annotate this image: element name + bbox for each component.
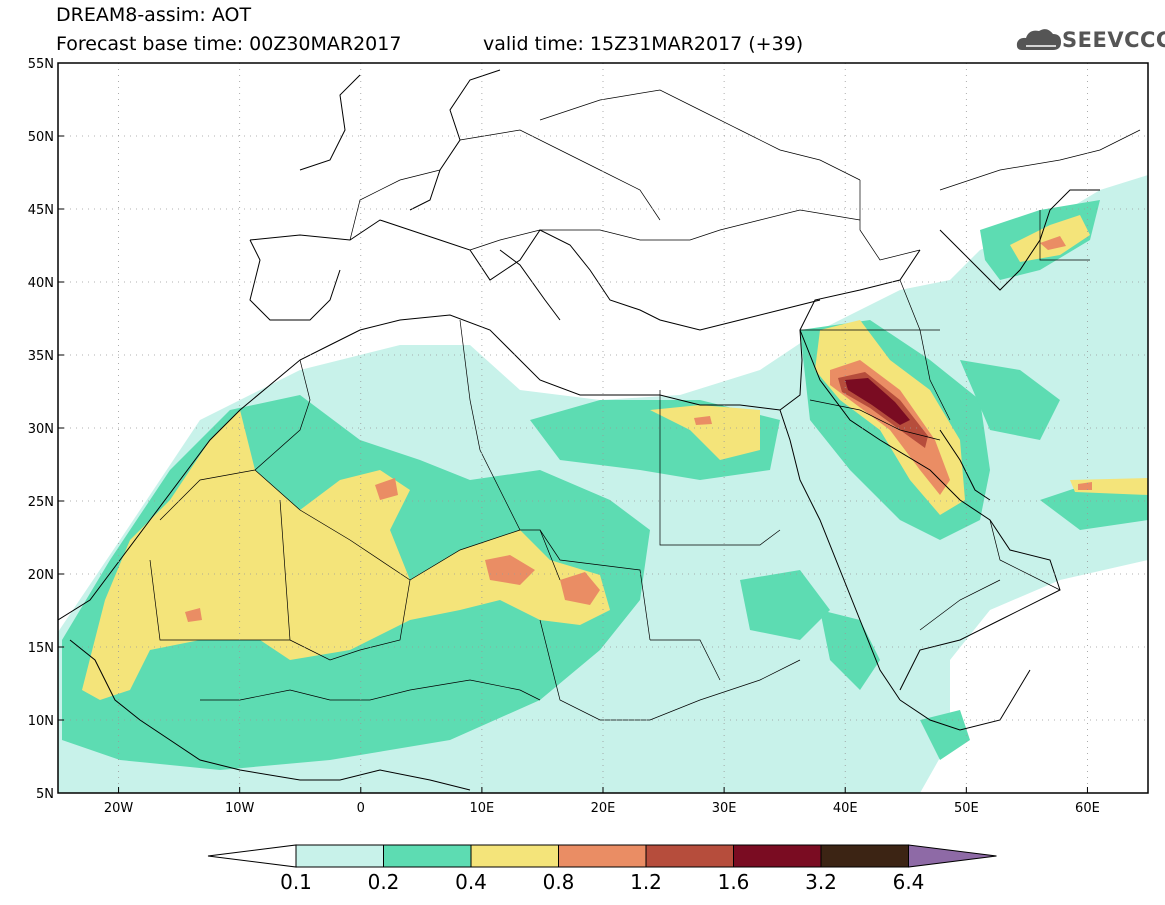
colorbar-label: 0.2	[368, 870, 400, 894]
colorbar-box	[295, 844, 384, 868]
colorbar	[207, 844, 997, 868]
lon-label: 10E	[470, 801, 495, 816]
lon-label: 40E	[833, 801, 858, 816]
lon-label: 50E	[954, 801, 979, 816]
lat-label: 30N	[28, 422, 54, 437]
colorbar-box	[470, 844, 559, 868]
lat-label: 45N	[28, 203, 54, 218]
lat-label: 15N	[28, 641, 54, 656]
colorbar-label: 3.2	[805, 870, 837, 894]
lon-label: 30E	[712, 801, 737, 816]
lon-label: 0	[357, 801, 365, 816]
colorbar-label: 0.4	[455, 870, 487, 894]
lon-label: 10W	[225, 801, 255, 816]
lat-label: 20N	[28, 568, 54, 583]
lat-label: 10N	[28, 714, 54, 729]
lon-label: 60E	[1075, 801, 1100, 816]
colorbar-over	[908, 844, 997, 868]
title-line-2: Forecast base time: 00Z30MAR2017	[56, 33, 402, 55]
country-borders	[149, 89, 1141, 721]
valid-time: valid time: 15Z31MAR2017 (+39)	[483, 33, 804, 55]
lat-label: 50N	[28, 130, 54, 145]
longitude-labels: 20W 10W 0 10E 20E 30E 40E 50E 60E	[104, 801, 1100, 816]
aot-field-1.6	[845, 378, 910, 425]
colorbar-box	[733, 844, 822, 868]
colorbar-box	[558, 844, 647, 868]
colorbar-label: 1.6	[718, 870, 750, 894]
lat-label: 25N	[28, 495, 54, 510]
map-plot-area	[58, 69, 1148, 793]
latitude-labels: 55N 50N 45N 40N 35N 30N 25N 20N 15N 10N 5N	[28, 57, 54, 802]
colorbar-box	[820, 844, 909, 868]
lat-label: 40N	[28, 276, 54, 291]
colorbar-box	[645, 844, 734, 868]
lat-label: 35N	[28, 349, 54, 364]
lat-label: 55N	[28, 57, 54, 72]
lon-label: 20W	[104, 801, 134, 816]
colorbar-label: 0.8	[543, 870, 575, 894]
colorbar-label: 1.2	[630, 870, 662, 894]
title-line-1: DREAM8-assim: AOT	[56, 4, 252, 26]
colorbar-box	[383, 844, 472, 868]
colorbar-labels: 0.1 0.2 0.4 0.8 1.2 1.6 3.2 6.4	[280, 870, 924, 894]
logo-text: SEEVCCC	[1062, 28, 1165, 52]
cloud-logo-icon	[1016, 29, 1061, 50]
colorbar-under	[207, 844, 297, 868]
lon-label: 20E	[591, 801, 616, 816]
lat-label: 5N	[36, 787, 54, 802]
colorbar-label: 0.1	[280, 870, 312, 894]
colorbar-label: 6.4	[893, 870, 925, 894]
